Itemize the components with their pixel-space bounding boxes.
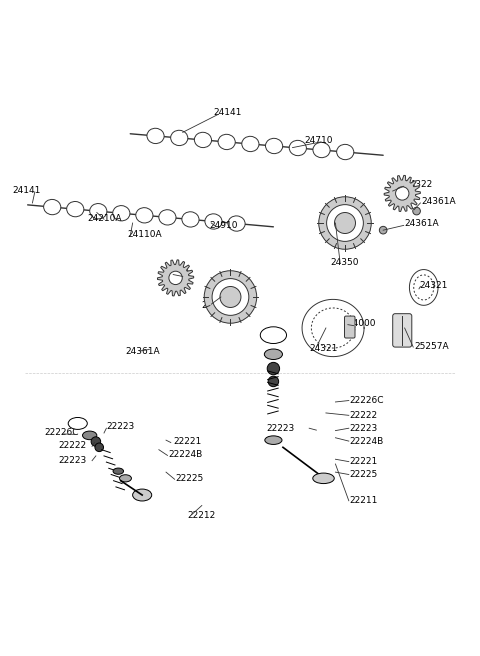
Text: 22223: 22223 [107, 422, 134, 431]
Text: 24322: 24322 [405, 180, 433, 190]
Text: 24110A: 24110A [128, 230, 162, 239]
Polygon shape [384, 175, 420, 211]
Text: 22225: 22225 [176, 474, 204, 483]
Ellipse shape [83, 431, 97, 440]
Ellipse shape [113, 205, 130, 221]
Ellipse shape [289, 140, 306, 155]
Ellipse shape [44, 199, 61, 215]
Ellipse shape [264, 349, 282, 359]
Text: 22223: 22223 [266, 424, 295, 433]
Circle shape [319, 197, 371, 249]
Text: 22224B: 22224B [350, 437, 384, 445]
Ellipse shape [113, 468, 123, 474]
Ellipse shape [159, 210, 176, 225]
Ellipse shape [182, 212, 199, 227]
Text: 24321: 24321 [309, 344, 337, 352]
Text: 22222: 22222 [59, 441, 87, 451]
Text: 24350: 24350 [331, 258, 359, 266]
Circle shape [267, 362, 280, 375]
Text: 24322: 24322 [161, 268, 190, 277]
Circle shape [212, 279, 249, 316]
Circle shape [91, 437, 101, 446]
Text: 24350: 24350 [202, 300, 230, 310]
Text: 24361A: 24361A [405, 220, 439, 228]
Ellipse shape [67, 201, 84, 216]
Ellipse shape [260, 327, 287, 344]
FancyBboxPatch shape [393, 314, 412, 347]
Text: 22223: 22223 [59, 456, 87, 464]
Text: 24321: 24321 [419, 281, 447, 289]
Ellipse shape [205, 214, 222, 229]
Text: 24361A: 24361A [125, 348, 160, 356]
Text: 24000: 24000 [348, 319, 376, 328]
Circle shape [268, 376, 279, 386]
Ellipse shape [120, 475, 132, 482]
Ellipse shape [265, 436, 282, 445]
Text: 22221: 22221 [173, 437, 202, 445]
Circle shape [204, 271, 257, 323]
FancyBboxPatch shape [345, 316, 355, 338]
Text: 22225: 22225 [350, 470, 378, 479]
Ellipse shape [336, 144, 354, 159]
Circle shape [396, 187, 409, 200]
Ellipse shape [90, 203, 107, 219]
Ellipse shape [242, 136, 259, 152]
Text: 24710: 24710 [304, 136, 333, 146]
Circle shape [326, 205, 363, 241]
Ellipse shape [171, 131, 188, 146]
Circle shape [220, 287, 241, 308]
Text: 24141: 24141 [12, 186, 40, 195]
Ellipse shape [194, 133, 212, 148]
Ellipse shape [218, 134, 235, 150]
Ellipse shape [147, 129, 164, 144]
Text: 24910: 24910 [209, 221, 238, 230]
Text: 22222: 22222 [350, 411, 378, 420]
Circle shape [413, 207, 420, 215]
Text: 24361A: 24361A [421, 197, 456, 206]
Ellipse shape [136, 208, 153, 223]
Text: 22221: 22221 [350, 457, 378, 466]
Ellipse shape [313, 473, 334, 483]
Polygon shape [157, 260, 194, 296]
Text: 24141: 24141 [214, 108, 242, 117]
Circle shape [169, 271, 182, 285]
Ellipse shape [132, 489, 152, 501]
Circle shape [379, 226, 387, 234]
Text: 25257A: 25257A [414, 342, 449, 351]
Text: 22226C: 22226C [350, 396, 384, 405]
Text: 22226C: 22226C [44, 428, 79, 438]
Ellipse shape [68, 417, 87, 430]
Ellipse shape [265, 138, 283, 154]
Text: 22223: 22223 [350, 424, 378, 433]
Circle shape [335, 213, 356, 234]
Text: 22224B: 22224B [168, 450, 203, 459]
Text: 22212: 22212 [188, 510, 216, 520]
Text: 22211: 22211 [350, 496, 378, 505]
Ellipse shape [313, 142, 330, 157]
Circle shape [95, 443, 104, 451]
Text: 24210A: 24210A [87, 214, 122, 223]
Ellipse shape [228, 216, 245, 231]
